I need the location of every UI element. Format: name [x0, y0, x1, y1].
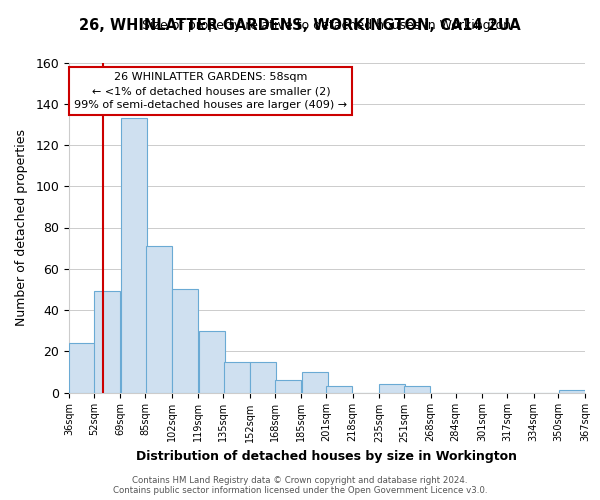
Title: Size of property relative to detached houses in Workington: Size of property relative to detached ho…: [143, 19, 511, 32]
Bar: [275, 380, 301, 392]
Text: Contains HM Land Registry data © Crown copyright and database right 2024.
Contai: Contains HM Land Registry data © Crown c…: [113, 476, 487, 495]
Bar: [404, 386, 430, 392]
Bar: [379, 384, 406, 392]
Text: 26 WHINLATTER GARDENS: 58sqm
← <1% of detached houses are smaller (2)
99% of sem: 26 WHINLATTER GARDENS: 58sqm ← <1% of de…: [74, 72, 347, 110]
Bar: [302, 372, 328, 392]
Y-axis label: Number of detached properties: Number of detached properties: [16, 129, 28, 326]
Bar: [121, 118, 147, 392]
Text: 26, WHINLATTER GARDENS, WORKINGTON, CA14 2UA: 26, WHINLATTER GARDENS, WORKINGTON, CA14…: [79, 18, 521, 32]
Bar: [224, 362, 250, 392]
Bar: [199, 330, 224, 392]
Bar: [250, 362, 276, 392]
Bar: [326, 386, 352, 392]
X-axis label: Distribution of detached houses by size in Workington: Distribution of detached houses by size …: [137, 450, 517, 463]
Bar: [94, 292, 120, 392]
Bar: [146, 246, 172, 392]
Bar: [559, 390, 585, 392]
Bar: [172, 290, 198, 393]
Bar: [69, 343, 95, 392]
